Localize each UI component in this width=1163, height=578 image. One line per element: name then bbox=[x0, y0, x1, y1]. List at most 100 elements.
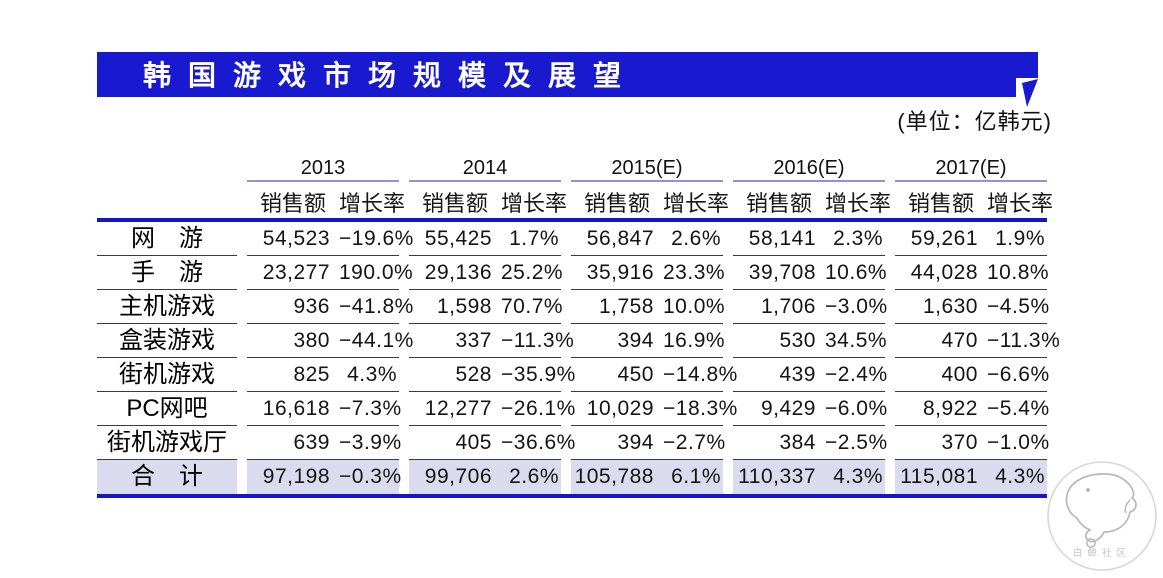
growth-value: −6.6% bbox=[987, 358, 1049, 392]
year-header: 2017(E) bbox=[895, 148, 1047, 182]
sales-header: 销售额 bbox=[745, 191, 812, 216]
growth-value: −0.3% bbox=[339, 460, 401, 494]
growth-value: 34.5% bbox=[825, 324, 887, 358]
column-gap bbox=[399, 182, 409, 216]
column-gap bbox=[561, 358, 571, 392]
market-table: 2013 2014 2015(E) 2016(E) 2017(E) 销售额 增长率 销售额 增长… bbox=[97, 148, 1060, 498]
column-gap bbox=[723, 182, 733, 216]
column-gap bbox=[723, 426, 733, 460]
watermark-logo: 白鲸社区 bbox=[1047, 461, 1157, 571]
growth-header: 增长率 bbox=[987, 191, 1054, 216]
sales-value: 12,277 bbox=[409, 392, 501, 426]
sales-value: 59,261 bbox=[895, 222, 987, 256]
sales-value: 39,708 bbox=[733, 256, 825, 290]
column-gap bbox=[237, 256, 247, 290]
sales-value: 1,630 bbox=[895, 290, 987, 324]
sales-value: 439 bbox=[733, 358, 825, 392]
row-label: 盒装游戏 bbox=[97, 324, 237, 358]
growth-value: −3.0% bbox=[825, 290, 887, 324]
column-gap bbox=[561, 148, 571, 182]
column-gap bbox=[561, 256, 571, 290]
column-gap bbox=[237, 358, 247, 392]
growth-value: −1.0% bbox=[987, 426, 1049, 460]
growth-value: −14.8% bbox=[663, 358, 737, 392]
column-gap bbox=[237, 290, 247, 324]
sales-header: 销售额 bbox=[259, 191, 326, 216]
column-gap bbox=[237, 148, 247, 182]
column-gap bbox=[885, 182, 895, 216]
header-divider bbox=[97, 218, 1047, 222]
column-gap bbox=[723, 392, 733, 426]
growth-value: −36.6% bbox=[501, 426, 575, 460]
column-gap bbox=[885, 324, 895, 358]
column-gap bbox=[399, 222, 409, 256]
growth-header: 增长率 bbox=[663, 191, 730, 216]
sales-value: 384 bbox=[733, 426, 825, 460]
column-gap bbox=[885, 392, 895, 426]
column-gap bbox=[399, 324, 409, 358]
sales-header: 销售额 bbox=[421, 191, 488, 216]
column-gap bbox=[723, 460, 733, 494]
year-header: 2013 bbox=[247, 148, 399, 182]
row-label: 手 游 bbox=[97, 256, 237, 290]
row-label: 街机游戏 bbox=[97, 358, 237, 392]
column-gap bbox=[885, 290, 895, 324]
growth-value: −4.5% bbox=[987, 290, 1049, 324]
unit-note: (单位：亿韩元) bbox=[897, 109, 1052, 134]
growth-value: 4.3% bbox=[339, 358, 399, 392]
growth-header: 增长率 bbox=[339, 191, 406, 216]
sales-value: 99,706 bbox=[409, 460, 501, 494]
column-gap bbox=[399, 460, 409, 494]
column-gap bbox=[885, 222, 895, 256]
column-gap bbox=[237, 392, 247, 426]
column-gap bbox=[561, 426, 571, 460]
column-gap bbox=[399, 358, 409, 392]
sales-header: 销售额 bbox=[583, 191, 650, 216]
growth-value: −11.3% bbox=[501, 324, 574, 358]
sales-value: 337 bbox=[409, 324, 501, 358]
growth-value: −2.5% bbox=[825, 426, 887, 460]
sales-value: 35,916 bbox=[571, 256, 663, 290]
growth-value: −11.3% bbox=[987, 324, 1060, 358]
table-corner-spacer bbox=[97, 148, 237, 182]
year-header: 2014 bbox=[409, 148, 561, 182]
column-gap bbox=[237, 426, 247, 460]
sales-value: 44,028 bbox=[895, 256, 987, 290]
whale-icon bbox=[1047, 461, 1157, 571]
table-corner-spacer bbox=[97, 182, 237, 216]
column-gap bbox=[885, 148, 895, 182]
sales-value: 97,198 bbox=[247, 460, 339, 494]
sales-value: 530 bbox=[733, 324, 825, 358]
growth-value: 25.2% bbox=[501, 256, 563, 290]
sales-value: 639 bbox=[247, 426, 339, 460]
year-header: 2016(E) bbox=[733, 148, 885, 182]
column-gap bbox=[561, 324, 571, 358]
sales-value: 1,598 bbox=[409, 290, 501, 324]
growth-value: −26.1% bbox=[501, 392, 575, 426]
row-label: PC网吧 bbox=[97, 392, 237, 426]
sales-value: 54,523 bbox=[247, 222, 339, 256]
growth-value: 2.6% bbox=[663, 222, 723, 256]
growth-value: −19.6% bbox=[339, 222, 413, 256]
growth-header: 增长率 bbox=[825, 191, 892, 216]
column-gap bbox=[399, 290, 409, 324]
sales-value: 23,277 bbox=[247, 256, 339, 290]
growth-value: 10.8% bbox=[987, 256, 1049, 290]
column-gap bbox=[885, 358, 895, 392]
column-gap bbox=[723, 256, 733, 290]
growth-value: 6.1% bbox=[663, 460, 723, 494]
column-gap bbox=[237, 222, 247, 256]
sales-value: 450 bbox=[571, 358, 663, 392]
growth-header: 增长率 bbox=[501, 191, 568, 216]
growth-value: −35.9% bbox=[501, 358, 575, 392]
column-gap bbox=[561, 222, 571, 256]
column-gap bbox=[723, 324, 733, 358]
column-gap bbox=[399, 392, 409, 426]
sales-value: 936 bbox=[247, 290, 339, 324]
column-gap bbox=[561, 182, 571, 216]
growth-value: −41.8% bbox=[339, 290, 413, 324]
year-header: 2015(E) bbox=[571, 148, 723, 182]
growth-value: 4.3% bbox=[987, 460, 1047, 494]
sales-value: 825 bbox=[247, 358, 339, 392]
bottom-divider bbox=[97, 494, 1047, 498]
